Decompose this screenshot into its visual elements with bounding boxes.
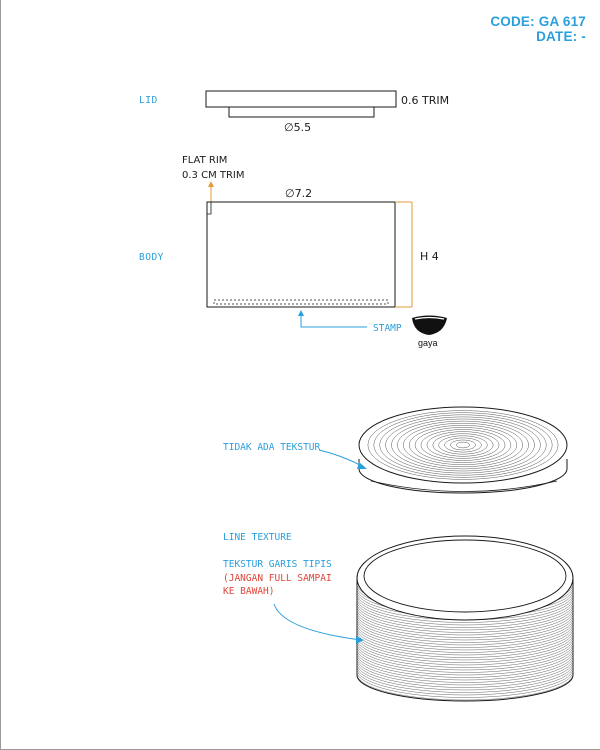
texture-line bbox=[357, 608, 573, 636]
texture-line bbox=[357, 671, 573, 698]
body-texture-title: LINE TEXTURE bbox=[223, 532, 292, 543]
flat-rim-label: FLAT RIM bbox=[182, 155, 227, 166]
lid-rings bbox=[367, 410, 559, 480]
body-note-arrow bbox=[273, 603, 364, 644]
texture-line bbox=[357, 641, 573, 668]
stamp-arrow bbox=[298, 310, 367, 328]
lid-ring bbox=[438, 435, 488, 455]
product-code: CODE: GA 617 bbox=[490, 14, 586, 29]
texture-line bbox=[357, 616, 573, 643]
lid-ring bbox=[408, 425, 518, 465]
texture-line bbox=[357, 661, 573, 688]
texture-line bbox=[357, 611, 573, 638]
texture-line bbox=[357, 618, 573, 646]
lid-ring bbox=[397, 420, 529, 470]
lid-ring bbox=[432, 433, 494, 457]
texture-line bbox=[357, 651, 573, 678]
lid-3d-view bbox=[358, 406, 568, 494]
texture-warning-line1: (JANGAN FULL SAMPAI bbox=[223, 573, 332, 584]
texture-line bbox=[357, 636, 573, 663]
lid-label: LID bbox=[139, 95, 158, 106]
height-label: H 4 bbox=[420, 250, 439, 263]
lid-diameter-label: ∅5.5 bbox=[284, 121, 311, 134]
texture-line bbox=[357, 638, 573, 666]
body-texture-note: TEKSTUR GARIS TIPIS bbox=[223, 559, 332, 570]
lid-ring bbox=[444, 437, 482, 453]
lid-ring bbox=[367, 410, 559, 480]
texture-line bbox=[357, 658, 573, 686]
texture-line bbox=[357, 603, 573, 631]
lid-trim-label: 0.6 TRIM bbox=[401, 94, 449, 107]
height-dimension bbox=[395, 201, 413, 308]
lid-section bbox=[205, 90, 397, 118]
texture-warning-line2: KE BAWAH) bbox=[223, 586, 274, 597]
texture-line bbox=[357, 606, 573, 633]
lid-note-arrow bbox=[318, 449, 367, 469]
texture-line bbox=[357, 648, 573, 676]
lid-ring bbox=[414, 427, 512, 463]
body-3d-view bbox=[356, 535, 574, 702]
stamp-label: STAMP bbox=[373, 323, 402, 334]
lid-texture-note: TIDAK ADA TEKSTUR bbox=[223, 442, 321, 453]
lid-ring bbox=[373, 412, 553, 478]
texture-line bbox=[357, 601, 573, 628]
texture-line bbox=[357, 613, 573, 641]
lid-ring bbox=[426, 431, 500, 459]
lid-ring bbox=[403, 422, 523, 468]
texture-line bbox=[357, 656, 573, 683]
lid-ring bbox=[420, 429, 506, 461]
texture-line bbox=[357, 621, 573, 648]
body-section bbox=[206, 201, 396, 308]
body-line-texture bbox=[357, 583, 573, 701]
body-diameter-label: ∅7.2 bbox=[285, 187, 312, 200]
drawing-date: DATE: - bbox=[536, 29, 586, 44]
lid-ring bbox=[379, 414, 547, 476]
texture-line bbox=[357, 633, 573, 661]
texture-line bbox=[357, 623, 573, 651]
texture-line bbox=[357, 626, 573, 653]
lid-ring bbox=[391, 418, 535, 472]
rim-trim-label: 0.3 CM TRIM bbox=[182, 170, 245, 181]
lid-ring bbox=[385, 416, 541, 474]
texture-line bbox=[357, 668, 573, 696]
texture-line bbox=[357, 598, 573, 626]
texture-line bbox=[357, 646, 573, 673]
body-label: BODY bbox=[139, 252, 164, 263]
gaya-logo bbox=[412, 315, 447, 335]
texture-line bbox=[357, 596, 573, 623]
texture-line bbox=[357, 673, 573, 701]
texture-line bbox=[357, 628, 573, 656]
texture-line bbox=[357, 653, 573, 681]
logo-text: gaya bbox=[418, 338, 438, 348]
texture-line bbox=[357, 631, 573, 658]
rim-arrow bbox=[208, 181, 214, 202]
texture-line bbox=[357, 643, 573, 671]
texture-line bbox=[357, 666, 573, 693]
texture-line bbox=[357, 663, 573, 691]
lid-ring bbox=[450, 439, 476, 451]
lid-ring bbox=[456, 441, 470, 449]
